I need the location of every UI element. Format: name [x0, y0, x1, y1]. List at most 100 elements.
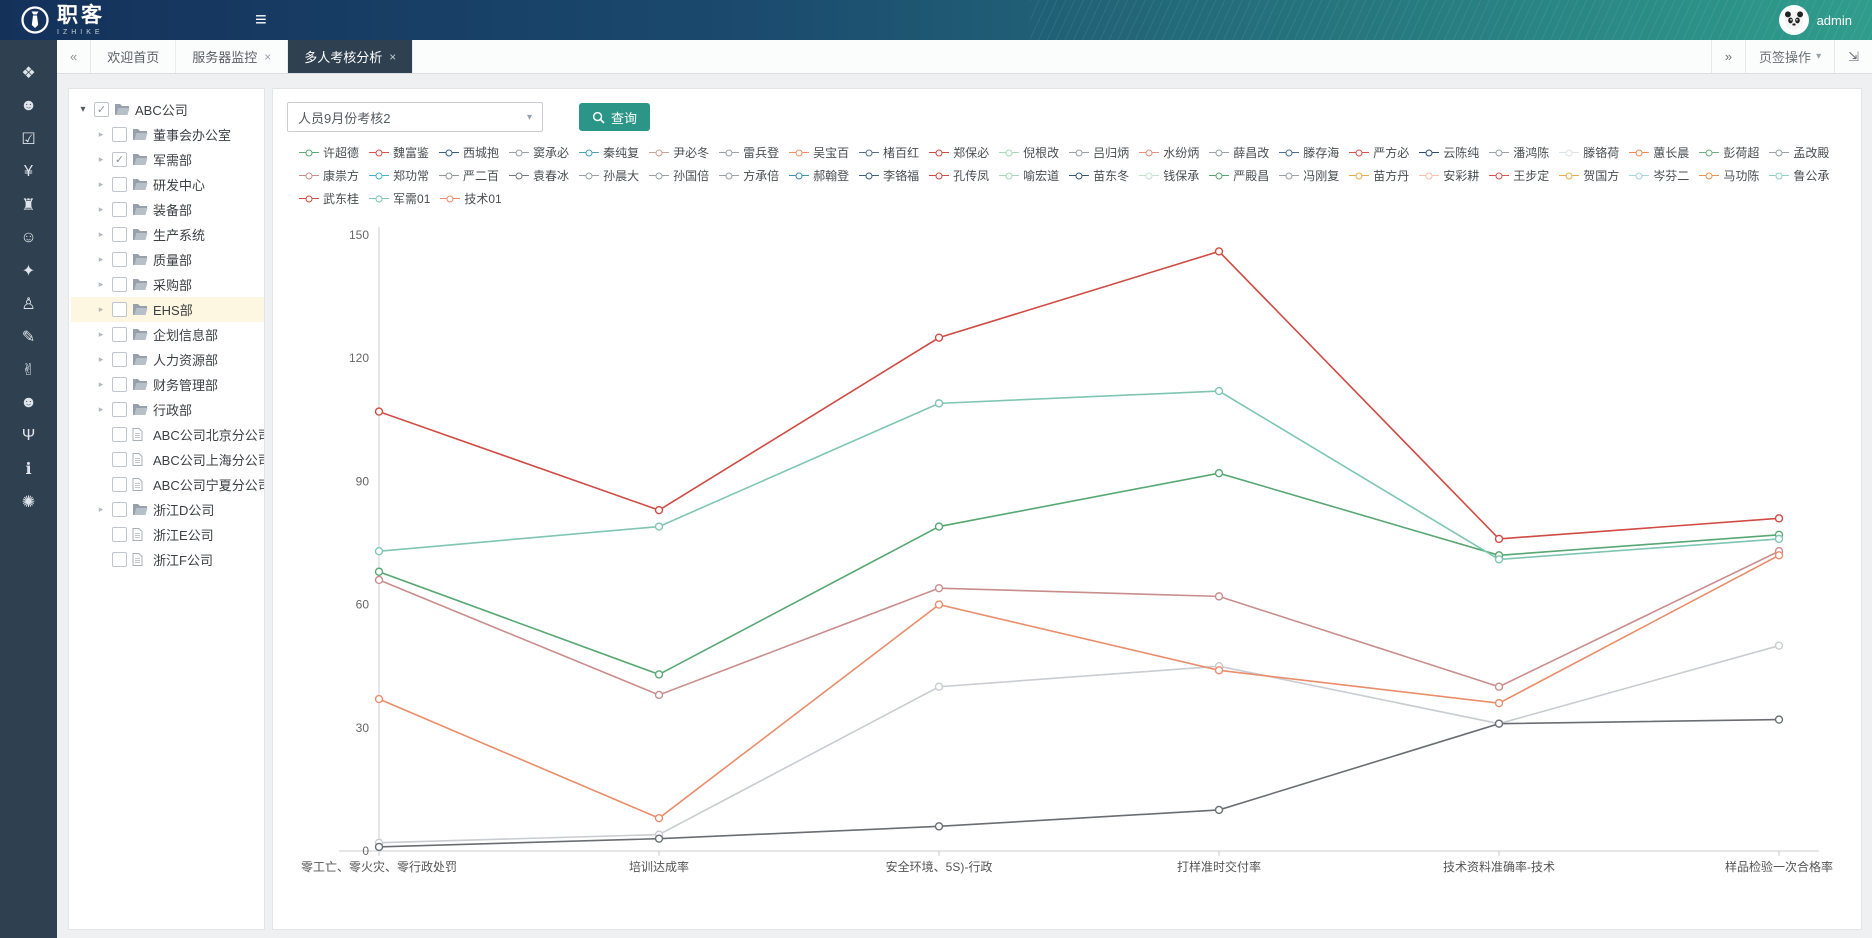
legend-item-安彩耕[interactable]: 安彩耕: [1419, 167, 1479, 184]
tree-checkbox[interactable]: [112, 277, 127, 292]
legend-item-苗方丹[interactable]: 苗方丹: [1349, 167, 1409, 184]
members-icon[interactable]: ☺: [20, 228, 37, 246]
legend-item-孔传凤[interactable]: 孔传凤: [929, 167, 989, 184]
education-icon[interactable]: ✎: [21, 328, 36, 346]
legend-item-王步定[interactable]: 王步定: [1489, 167, 1549, 184]
tab-欢迎首页[interactable]: 欢迎首页: [91, 40, 177, 73]
legend-item-方承倍[interactable]: 方承倍: [719, 167, 779, 184]
finance-yen-icon[interactable]: ¥: [24, 162, 33, 180]
legend-item-楮百红[interactable]: 楮百红: [859, 144, 919, 161]
legend-item-滕铬荷[interactable]: 滕铬荷: [1559, 144, 1619, 161]
tree-checkbox[interactable]: [112, 127, 127, 142]
legend-item-马功陈[interactable]: 马功陈: [1699, 167, 1759, 184]
assessment-select[interactable]: 人员9月份考核2 ▾: [287, 102, 543, 132]
legend-item-薛昌改[interactable]: 薛昌改: [1209, 144, 1269, 161]
legend-item-蕙长晨[interactable]: 蕙长晨: [1629, 144, 1689, 161]
tree-expand-icon[interactable]: ▸: [98, 329, 104, 339]
legend-item-云陈纯[interactable]: 云陈纯: [1419, 144, 1479, 161]
tree-expand-icon[interactable]: ▸: [98, 154, 104, 164]
tree-item-企划信息部[interactable]: ▸ 企划信息部: [71, 322, 264, 347]
tree-expand-icon[interactable]: ▸: [98, 129, 104, 139]
legend-item-郝翰登[interactable]: 郝翰登: [789, 167, 849, 184]
tree-item-采购部[interactable]: ▸ 采购部: [71, 272, 264, 297]
legend-item-尹必冬[interactable]: 尹必冬: [649, 144, 709, 161]
close-icon[interactable]: ×: [264, 49, 272, 64]
legend-item-彭荷超[interactable]: 彭荷超: [1699, 144, 1759, 161]
tree-item-质量部[interactable]: ▸ 质量部: [71, 247, 264, 272]
tree-item-ABC公司[interactable]: ▾ ✓ ABC公司: [71, 97, 264, 122]
tree-item-EHS部[interactable]: ▸ EHS部: [71, 297, 264, 322]
close-icon[interactable]: ×: [389, 49, 397, 64]
legend-item-苗东冬[interactable]: 苗东冬: [1069, 167, 1129, 184]
tree-item-财务管理部[interactable]: ▸ 财务管理部: [71, 372, 264, 397]
fullscreen-icon[interactable]: ⇲: [1834, 40, 1872, 73]
legend-item-孙国倍[interactable]: 孙国倍: [649, 167, 709, 184]
tree-checkbox[interactable]: [112, 502, 127, 517]
tree-checkbox[interactable]: [112, 177, 127, 192]
tree-item-研发中心[interactable]: ▸ 研发中心: [71, 172, 264, 197]
legend-item-冯刚复[interactable]: 冯刚复: [1279, 167, 1339, 184]
tree-expand-icon[interactable]: ▸: [98, 179, 104, 189]
legend-item-雷兵登[interactable]: 雷兵登: [719, 144, 779, 161]
legend-item-窦承必[interactable]: 窦承必: [509, 144, 569, 161]
query-button[interactable]: 查询: [579, 103, 651, 131]
tree-expand-icon[interactable]: ▸: [98, 379, 104, 389]
legend-item-严二百[interactable]: 严二百: [439, 167, 499, 184]
legend-item-军需01[interactable]: 军需01: [369, 190, 430, 207]
tree-checkbox[interactable]: [112, 452, 127, 467]
tree-checkbox[interactable]: ✓: [94, 102, 109, 117]
tree-checkbox[interactable]: ✓: [112, 152, 127, 167]
tree-checkbox[interactable]: [112, 227, 127, 242]
tree-expand-icon[interactable]: ▸: [98, 504, 104, 514]
tree-expand-icon[interactable]: ▸: [98, 279, 104, 289]
tree-expand-icon[interactable]: ▸: [98, 354, 104, 364]
legend-item-袁春冰[interactable]: 袁春冰: [509, 167, 569, 184]
legend-item-鲁公承[interactable]: 鲁公承: [1769, 167, 1829, 184]
tree-checkbox[interactable]: [112, 327, 127, 342]
tree-item-ABC公司宁夏分公司[interactable]: ABC公司宁夏分公司: [71, 472, 264, 497]
legend-item-郑保必[interactable]: 郑保必: [929, 144, 989, 161]
tree-checkbox[interactable]: [112, 302, 127, 317]
trophy-icon[interactable]: Ψ: [21, 426, 36, 444]
tab-operations-button[interactable]: 页签操作 ▾: [1745, 40, 1834, 73]
tree-item-军需部[interactable]: ▸ ✓ 军需部: [71, 147, 264, 172]
tree-expand-icon[interactable]: ▾: [80, 104, 86, 115]
legend-item-水纷炳[interactable]: 水纷炳: [1139, 144, 1199, 161]
tree-expand-icon[interactable]: ▸: [98, 254, 104, 264]
tree-checkbox[interactable]: [112, 477, 127, 492]
tree-checkbox[interactable]: [112, 352, 127, 367]
tree-expand-icon[interactable]: ▸: [98, 204, 104, 214]
tree-item-浙江D公司[interactable]: ▸ 浙江D公司: [71, 497, 264, 522]
legend-item-李铬福[interactable]: 李铬福: [859, 167, 919, 184]
legend-item-钱保承[interactable]: 钱保承: [1139, 167, 1199, 184]
tree-checkbox[interactable]: [112, 252, 127, 267]
legend-item-贺国方[interactable]: 贺国方: [1559, 167, 1619, 184]
legend-item-严殿昌[interactable]: 严殿昌: [1209, 167, 1269, 184]
tree-item-ABC公司北京分公司[interactable]: ABC公司北京分公司: [71, 422, 264, 447]
tab-服务器监控[interactable]: 服务器监控 ×: [176, 40, 289, 73]
tree-checkbox[interactable]: [112, 527, 127, 542]
user-group-icon[interactable]: ☻: [20, 96, 37, 114]
tree-item-生产系统[interactable]: ▸ 生产系统: [71, 222, 264, 247]
legend-item-喻宏道[interactable]: 喻宏道: [999, 167, 1059, 184]
user-icon[interactable]: ☻: [20, 393, 37, 411]
legend-item-康祟方[interactable]: 康祟方: [299, 167, 359, 184]
legend-item-孟改殿[interactable]: 孟改殿: [1769, 144, 1829, 161]
tree-checkbox[interactable]: [112, 377, 127, 392]
legend-item-武东桂[interactable]: 武东桂: [299, 190, 359, 207]
legend-item-许超德[interactable]: 许超德: [299, 144, 359, 161]
legend-item-严方必[interactable]: 严方必: [1349, 144, 1409, 161]
legend-item-吕归炳[interactable]: 吕归炳: [1069, 144, 1129, 161]
settings-gear-icon[interactable]: ✺: [21, 493, 36, 511]
legend-item-技术01[interactable]: 技术01: [440, 190, 502, 207]
tree-expand-icon[interactable]: ▸: [98, 229, 104, 239]
tree-item-人力资源部[interactable]: ▸ 人力资源部: [71, 347, 264, 372]
avatar[interactable]: [1778, 5, 1809, 35]
legend-item-吴宝百[interactable]: 吴宝百: [789, 144, 849, 161]
info-icon[interactable]: ℹ: [25, 460, 32, 478]
task-check-icon[interactable]: ☑: [21, 130, 36, 148]
tree-item-ABC公司上海分公司[interactable]: ABC公司上海分公司: [71, 447, 264, 472]
tree-checkbox[interactable]: [112, 402, 127, 417]
tree-expand-icon[interactable]: ▸: [98, 304, 104, 314]
legend-item-西城抱[interactable]: 西城抱: [439, 144, 499, 161]
